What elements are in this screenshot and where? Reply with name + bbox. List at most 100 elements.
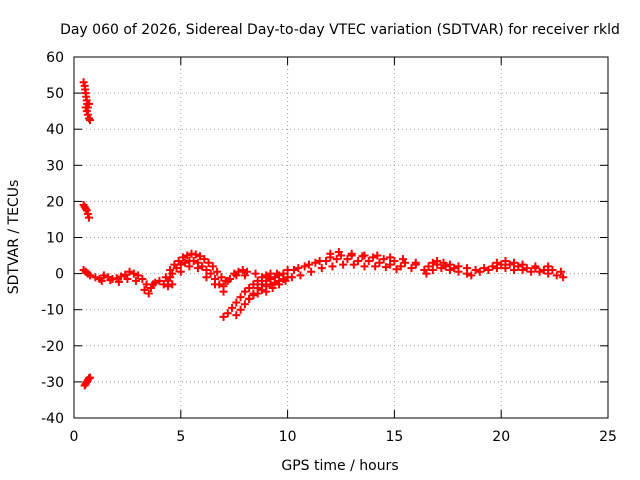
data-point — [441, 262, 450, 271]
data-point — [411, 258, 420, 267]
data-point — [501, 256, 510, 265]
data-point — [360, 262, 369, 271]
data-point — [257, 285, 266, 294]
data-point — [557, 267, 566, 276]
data-point — [347, 249, 356, 258]
data-point — [206, 269, 215, 278]
x-tick-label: 10 — [279, 429, 297, 445]
data-point — [548, 265, 557, 274]
y-tick-label: 10 — [46, 231, 64, 247]
data-point — [505, 260, 514, 269]
data-point — [245, 294, 254, 303]
y-tick-label: -40 — [41, 411, 64, 427]
data-point — [290, 265, 299, 274]
data-point — [437, 264, 446, 273]
data-point — [518, 260, 527, 269]
data-point — [398, 255, 407, 264]
x-axis-label: GPS time / hours — [281, 458, 398, 474]
data-point — [433, 260, 442, 269]
x-tick-label: 25 — [599, 429, 617, 445]
data-point — [360, 251, 369, 260]
data-point — [454, 267, 463, 276]
data-point — [183, 251, 192, 260]
data-point — [332, 255, 341, 264]
data-point — [97, 276, 106, 285]
data-point — [131, 276, 140, 285]
data-point — [84, 99, 93, 108]
y-tick-label: 40 — [46, 122, 64, 138]
data-point — [202, 265, 211, 274]
data-point — [552, 271, 561, 280]
data-point — [488, 262, 497, 271]
data-point — [208, 262, 217, 271]
data-point — [176, 260, 185, 269]
data-point — [249, 291, 258, 300]
data-point — [91, 273, 100, 282]
data-point — [275, 280, 284, 289]
y-tick-label: 60 — [46, 50, 64, 66]
data-point — [467, 271, 476, 280]
data-point — [510, 265, 519, 274]
data-point — [544, 262, 553, 271]
data-point — [294, 264, 303, 273]
data-point — [84, 213, 93, 222]
data-point — [531, 262, 540, 271]
data-point — [343, 255, 352, 264]
data-point — [492, 258, 501, 267]
data-point — [217, 273, 226, 282]
data-point — [527, 267, 536, 276]
data-point — [138, 275, 147, 284]
chart-title: Day 060 of 2026, Sidereal Day-to-day VTE… — [60, 22, 620, 38]
y-tick-label: 0 — [55, 267, 64, 283]
data-point — [86, 116, 95, 125]
data-point — [86, 373, 95, 382]
data-point — [396, 262, 405, 271]
data-point — [168, 269, 177, 278]
data-point — [198, 262, 207, 271]
data-point — [296, 271, 305, 280]
data-point — [392, 265, 401, 274]
data-point — [176, 267, 185, 276]
data-point — [196, 252, 205, 261]
data-point — [155, 276, 164, 285]
data-point — [232, 298, 241, 307]
data-point — [249, 280, 258, 289]
y-tick-label: -10 — [41, 303, 64, 319]
x-tick-label: 20 — [492, 429, 510, 445]
data-point — [304, 260, 313, 269]
data-point — [369, 253, 378, 262]
data-point — [373, 251, 382, 260]
data-point — [354, 256, 363, 265]
data-point — [407, 264, 416, 273]
y-tick-label: 30 — [46, 158, 64, 174]
y-tick-label: 20 — [46, 194, 64, 210]
data-point — [424, 262, 433, 271]
data-point — [471, 265, 480, 274]
data-point — [240, 287, 249, 296]
y-tick-label: -30 — [41, 375, 64, 391]
y-axis-label: SDTVAR / TECUs — [6, 180, 22, 295]
data-point — [463, 269, 472, 278]
data-point — [375, 258, 384, 267]
data-point — [287, 273, 296, 282]
data-point — [172, 264, 181, 273]
data-point — [484, 265, 493, 274]
data-point — [223, 276, 232, 285]
data-point — [232, 271, 241, 280]
data-point — [228, 303, 237, 312]
data-point — [116, 272, 125, 281]
data-point — [422, 269, 431, 278]
data-point — [125, 267, 134, 276]
data-point — [232, 311, 241, 320]
data-point — [253, 289, 262, 298]
data-point — [181, 258, 190, 267]
data-point — [326, 249, 335, 258]
data-point — [270, 278, 279, 287]
data-point — [219, 312, 228, 321]
data-point — [450, 264, 459, 273]
data-point — [223, 309, 232, 318]
data-point — [140, 285, 149, 294]
data-point — [480, 264, 489, 273]
data-point — [386, 260, 395, 269]
